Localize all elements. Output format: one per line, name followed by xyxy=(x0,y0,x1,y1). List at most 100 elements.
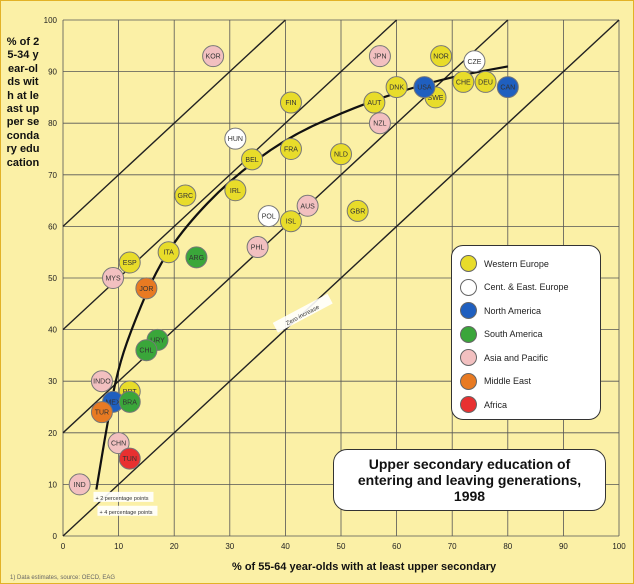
point-label: ITA xyxy=(163,250,174,257)
point-label: BEL xyxy=(245,157,258,164)
y-tick-label: 60 xyxy=(48,222,57,231)
data-points: NOR DEU CHE DNK AUT SWE FIN FRA BEL NLD IRL GRC GBR I… xyxy=(68,45,519,496)
data-point-jpn: JPN xyxy=(368,45,391,68)
point-marker xyxy=(257,205,280,228)
x-tick-label: 40 xyxy=(281,542,290,551)
point-marker xyxy=(368,45,391,68)
point-label: FIN xyxy=(285,100,296,107)
point-marker xyxy=(430,45,453,68)
legend-label: Africa xyxy=(484,399,508,410)
legend-label: Asia and Pacific xyxy=(484,352,549,363)
point-label: ARG xyxy=(189,255,204,262)
legend-label: Middle East xyxy=(484,376,532,387)
x-axis-label: % of 55-64 year-olds with at least upper… xyxy=(232,561,497,573)
legend-label: South America xyxy=(484,329,543,340)
y-tick-label: 10 xyxy=(48,480,57,489)
point-label: AUT xyxy=(367,100,382,107)
x-tick-label: 50 xyxy=(337,542,346,551)
point-label: MEX xyxy=(105,399,121,406)
point-label: NZL xyxy=(373,121,386,128)
point-label: BRA xyxy=(123,399,138,406)
data-point-bra: BRA xyxy=(118,390,141,413)
point-marker xyxy=(385,76,408,99)
data-point-tun: TUN xyxy=(118,447,141,470)
data-point-jor: JOR xyxy=(135,277,158,300)
data-point-usa: USA xyxy=(413,76,436,99)
legend-label: Cent. & East. Europe xyxy=(484,282,569,293)
data-point-chn: CHN xyxy=(107,432,130,455)
point-marker xyxy=(346,199,369,222)
data-point-can: CAN xyxy=(496,76,519,99)
point-label: DNK xyxy=(389,85,404,92)
point-marker xyxy=(496,76,519,99)
point-marker xyxy=(452,70,475,93)
point-label: JOR xyxy=(139,286,153,293)
point-label: PHL xyxy=(251,245,265,252)
annotation-tag xyxy=(93,491,154,502)
legend: Western Europe Cent. & East. Europe North … xyxy=(451,245,601,420)
point-marker xyxy=(118,447,141,470)
point-label: ESP xyxy=(123,260,137,267)
data-point-hun: HUN xyxy=(224,127,247,150)
point-label: CHN xyxy=(111,441,126,448)
data-point-indo: INDO xyxy=(90,370,113,393)
point-label: USA xyxy=(417,85,432,92)
data-point-ita: ITA xyxy=(157,241,180,264)
y-tick-label: 100 xyxy=(44,16,58,25)
point-marker xyxy=(413,76,436,99)
point-marker xyxy=(118,251,141,274)
point-label: FRA xyxy=(284,147,298,154)
x-tick-label: 10 xyxy=(114,542,123,551)
point-marker xyxy=(368,112,391,135)
annotation-text: + 2 percentage points xyxy=(95,496,148,502)
title-box: Upper secondary education of entering an… xyxy=(333,449,606,511)
point-marker xyxy=(102,267,125,289)
point-label: HUN xyxy=(228,136,243,143)
diagonal-line xyxy=(62,19,620,537)
y-tick-label: 90 xyxy=(48,68,57,77)
point-marker xyxy=(279,138,302,160)
annotation-zero-increase: Zero increase xyxy=(272,293,333,333)
legend-item-ce: Cent. & East. Europe xyxy=(460,276,600,300)
axis-ticks: 0 10 20 30 40 50 60 70 80 90 100 0 10 20 30 40 50 60 70 80 9… xyxy=(44,16,627,551)
point-label: NOR xyxy=(433,54,449,61)
data-point-gbr: GBR xyxy=(346,199,369,222)
point-marker xyxy=(202,45,225,68)
legend-swatch xyxy=(460,302,477,320)
point-marker xyxy=(474,70,497,93)
x-tick-label: 30 xyxy=(225,542,234,551)
legend-swatch xyxy=(460,255,477,273)
point-label: POL xyxy=(262,214,276,221)
data-point-irl: IRL xyxy=(224,179,247,202)
annotation-plus-2: + 2 percentage points xyxy=(93,491,154,502)
legend-item-we: Western Europe xyxy=(460,252,600,276)
y-axis-label: % of 25-34 year-olds with at least upper… xyxy=(6,36,40,169)
legend-label: North America xyxy=(484,305,542,316)
point-label: SWE xyxy=(428,95,444,102)
data-point-chl: CHL xyxy=(135,339,158,362)
data-point-nld: NLD xyxy=(330,143,352,166)
point-label: CHL xyxy=(139,348,153,355)
legend-item-ap: Asia and Pacific xyxy=(460,346,600,370)
data-point-dnk: DNK xyxy=(385,76,408,99)
legend-swatch xyxy=(460,278,477,296)
point-label: MYS xyxy=(105,276,121,283)
point-marker xyxy=(107,432,130,455)
point-label: CAN xyxy=(500,85,515,92)
point-marker xyxy=(157,241,180,264)
data-point-esp: ESP xyxy=(118,251,141,274)
point-label: CHE xyxy=(456,79,471,86)
chart-title: Upper secondary education of entering an… xyxy=(357,456,582,504)
legend-item-sa: South America xyxy=(460,323,600,347)
point-label: IRL xyxy=(230,188,241,195)
point-marker xyxy=(118,390,141,413)
point-marker xyxy=(174,184,197,207)
source-note: 1) Data estimates, source: OECD, EAG xyxy=(10,575,116,581)
point-label: TUN xyxy=(123,456,137,463)
point-marker xyxy=(363,91,386,114)
data-point-aus: AUS xyxy=(296,194,319,217)
y-tick-label: 80 xyxy=(48,119,57,128)
y-tick-label: 40 xyxy=(48,326,57,335)
point-marker xyxy=(463,50,486,73)
y-tick-label: 70 xyxy=(48,171,57,180)
